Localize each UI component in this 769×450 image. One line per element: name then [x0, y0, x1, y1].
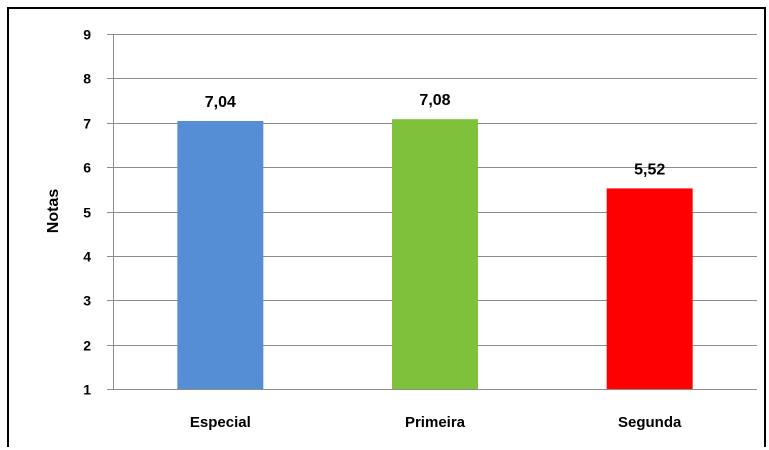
data-label-especial: 7,04: [205, 94, 236, 111]
bars: [177, 119, 693, 389]
y-tick-label: 6: [83, 160, 91, 176]
category-label-primeira: Primeira: [405, 414, 466, 431]
bar-primeira: [392, 119, 478, 389]
bar-segunda: [606, 188, 693, 389]
bar-especial: [177, 120, 264, 389]
axes: [107, 34, 757, 390]
y-tick-label: 9: [83, 27, 91, 43]
y-tick-label: 2: [83, 338, 91, 354]
data-labels: 7,04 7,08 5,52: [205, 92, 666, 178]
y-axis-title: Notas: [45, 189, 62, 234]
y-tick-label: 7: [83, 116, 91, 132]
y-tick-label: 8: [83, 71, 91, 87]
data-label-primeira: 7,08: [419, 92, 450, 109]
category-label-especial: Especial: [190, 414, 251, 431]
data-label-segunda: 5,52: [634, 161, 665, 178]
y-tick-label: 5: [83, 205, 91, 221]
y-tick-labels: 1 2 3 4 5 6 7 8 9: [83, 27, 91, 398]
y-tick-label: 3: [83, 293, 91, 309]
category-label-segunda: Segunda: [618, 414, 682, 431]
y-tick-label: 4: [83, 249, 91, 265]
category-labels: Especial Primeira Segunda: [190, 414, 682, 431]
y-tick-label: 1: [83, 382, 91, 398]
